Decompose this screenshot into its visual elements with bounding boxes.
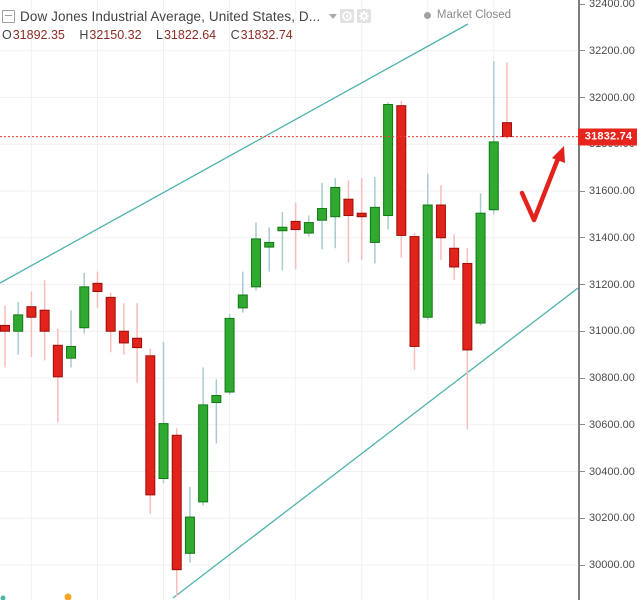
candle-body [343, 198, 354, 217]
candle-body [488, 141, 499, 211]
axis-tick-mark [580, 284, 585, 285]
settings-button[interactable] [357, 9, 372, 23]
candle-body [330, 186, 341, 218]
candle-body [409, 236, 420, 347]
candle-body [383, 104, 394, 217]
candle-body [52, 344, 63, 378]
axis-tick-mark [580, 237, 585, 239]
high-label: H [79, 28, 89, 42]
close-value: 31832.74 [240, 28, 293, 42]
candle-body [171, 434, 182, 571]
candle-body [105, 296, 116, 332]
price-axis-label: 32000.00 [589, 91, 635, 104]
circle-dot-icon [342, 11, 353, 21]
high-value: 32150.32 [89, 28, 142, 42]
price-axis-label: 31400.00 [589, 231, 635, 244]
candle-body [303, 222, 314, 234]
low-label: L [156, 28, 163, 42]
candle-body [118, 330, 129, 344]
axis-tick-mark [580, 517, 585, 519]
candle-body [475, 212, 486, 324]
axis-tick-mark [580, 330, 585, 332]
axis-tick-mark [580, 377, 585, 379]
circle-dot-button[interactable] [340, 9, 355, 23]
axis-tick-mark [580, 424, 585, 426]
symbol-header: Dow Jones Industrial Average, United Sta… [0, 0, 578, 48]
price-axis-label: 30400.00 [589, 465, 635, 478]
axis-tick-mark [580, 471, 585, 472]
arrow-drawing[interactable] [519, 153, 562, 223]
trend-channel-upper-line[interactable] [0, 23, 469, 284]
open-label: O [2, 28, 12, 42]
close-label: C [230, 28, 240, 42]
candle-body [224, 317, 235, 393]
candle-body [198, 404, 209, 503]
candle-body [92, 282, 103, 293]
candle-body [435, 204, 446, 239]
candle-body [356, 212, 367, 218]
candle-body [0, 324, 10, 332]
price-axis-label: 31000.00 [589, 325, 635, 338]
candle-body [211, 395, 222, 404]
symbol-title[interactable]: Dow Jones Industrial Average, United Sta… [20, 8, 321, 24]
candle-body [26, 306, 37, 318]
gear-icon [359, 11, 370, 21]
drawing-anchor-dot-orange[interactable] [64, 593, 72, 600]
price-axis-label: 30600.00 [589, 418, 635, 431]
candle-body [237, 294, 248, 309]
arrow-head[interactable] [552, 146, 565, 163]
price-axis-label: 32400.00 [589, 0, 635, 10]
price-axis-label: 30800.00 [589, 372, 635, 384]
ohlc-legend: O31892.35 H32150.32 L31822.64 C31832.74 [2, 28, 304, 42]
dropdown-caret-icon[interactable] [329, 13, 338, 19]
open-value: 31892.35 [12, 28, 65, 42]
drawing-anchor-dot-teal[interactable] [0, 595, 6, 600]
candle-body [290, 220, 301, 231]
last-price-tag: 31832.74 [578, 128, 637, 146]
candle-body [422, 204, 433, 318]
candle-body [449, 247, 460, 268]
candle-body [264, 241, 275, 248]
axis-tick-mark [580, 564, 585, 566]
price-axis-label: 30200.00 [589, 512, 635, 525]
candle-body [462, 262, 473, 351]
candle-body [132, 337, 143, 349]
axis-tick-mark [580, 97, 585, 98]
low-value: 31822.64 [163, 28, 217, 42]
candle-body [501, 122, 512, 138]
market-status-dot-icon [423, 11, 431, 19]
price-axis-label: 31200.00 [589, 278, 635, 291]
market-status: Market Closed [423, 9, 511, 21]
candle-body [66, 345, 77, 359]
candle-body [396, 105, 407, 236]
collapse-box-icon[interactable] [2, 9, 15, 23]
candle-body [39, 309, 50, 332]
axis-tick-mark [580, 3, 585, 5]
candle-body [250, 238, 261, 288]
candle-body [79, 286, 90, 329]
price-axis-label: 32200.00 [589, 44, 635, 57]
market-status-label: Market Closed [436, 9, 511, 21]
price-axis[interactable]: 32400.0032200.0032000.0031800.0031600.00… [578, 0, 637, 600]
candle-body [369, 206, 380, 243]
axis-tick-mark [580, 190, 585, 192]
price-axis-label: 30000.00 [589, 559, 635, 571]
axis-tick-mark [580, 50, 585, 52]
candlestick-chart[interactable] [0, 0, 578, 600]
price-axis-label: 31600.00 [589, 185, 635, 197]
candle-body [184, 516, 195, 554]
candle-body [317, 208, 328, 221]
candle-body [158, 423, 169, 480]
candle-body [13, 314, 24, 332]
candle-body [277, 226, 288, 232]
candle-body [145, 355, 156, 496]
trend-channel-lower-line[interactable] [172, 287, 578, 599]
